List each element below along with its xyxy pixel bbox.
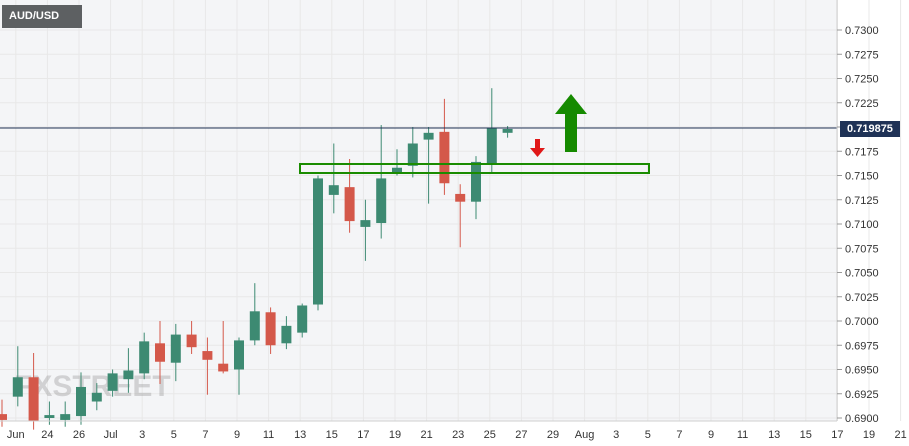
candle-bullish: [407, 127, 418, 178]
x-tick-label: 24: [41, 429, 53, 441]
x-tick-label: 3: [139, 429, 145, 441]
support-zone: [299, 163, 650, 174]
candle-bearish: [344, 159, 355, 233]
candle-bullish: [486, 88, 497, 174]
candle-bullish: [392, 149, 402, 176]
x-tick-label: 9: [708, 429, 714, 441]
candle-bullish: [234, 337, 244, 395]
candles: [0, 88, 513, 430]
y-tick-label: 0.7275: [845, 49, 879, 61]
candle-bullish: [471, 156, 481, 220]
y-axis: 0.6900 0.6925 0.6950 0.6975 0.7000 0.7025 0.70…: [837, 25, 879, 425]
candle-bearish: [155, 321, 165, 385]
x-tick-label: Aug: [575, 429, 595, 441]
x-tick-label: Jun: [7, 429, 25, 441]
y-tick-label: 0.7100: [845, 219, 879, 231]
y-tick-label: 0.6950: [845, 365, 879, 377]
x-tick-label: 7: [676, 429, 682, 441]
candle-bearish: [0, 399, 7, 427]
candle-bullish: [139, 332, 150, 380]
y-tick-label: 0.7175: [845, 146, 879, 158]
y-tick-label: 0.7225: [845, 98, 879, 110]
candle-bearish: [265, 307, 276, 354]
y-tick-label: 0.6925: [845, 389, 879, 401]
candle-bearish: [455, 184, 466, 248]
x-tick-label: 5: [171, 429, 177, 441]
y-tick-label: 0.7025: [845, 292, 879, 304]
arrow-down-icon: [530, 139, 545, 157]
x-tick-label: 19: [863, 429, 875, 441]
candle-bullish: [423, 127, 434, 204]
x-tick-label: 21: [894, 429, 906, 441]
current-price-label: 0.719875: [840, 121, 900, 137]
x-tick-label: 15: [800, 429, 812, 441]
x-tick-label: 19: [389, 429, 401, 441]
x-tick-label: Jul: [104, 429, 118, 441]
y-tick-label: 0.6975: [845, 340, 879, 352]
candle-bullish: [328, 143, 339, 214]
candle-bearish: [202, 337, 213, 395]
x-tick-label: 11: [263, 429, 274, 441]
symbol-label: AUD/USD: [2, 5, 82, 28]
candle-bearish: [28, 353, 39, 430]
arrow-up-icon: [555, 94, 587, 152]
x-tick-label: 13: [768, 429, 780, 441]
x-tick-label: 7: [202, 429, 208, 441]
candle-bullish: [297, 303, 308, 338]
x-tick-label: 26: [73, 429, 85, 441]
candle-bullish: [91, 383, 102, 411]
candle-bullish: [12, 346, 23, 407]
x-tick-label: 27: [515, 429, 527, 441]
candle-bullish: [60, 401, 71, 427]
candle-bullish: [313, 175, 323, 311]
candle-bullish: [376, 125, 387, 239]
candle-bullish: [170, 323, 181, 382]
x-tick-label: 29: [547, 429, 559, 441]
x-tick-label: 17: [831, 429, 843, 441]
x-tick-label: 11: [737, 429, 748, 441]
x-tick-label: 23: [452, 429, 464, 441]
x-tick-label: 21: [420, 429, 432, 441]
y-tick-label: 0.7300: [845, 25, 879, 37]
x-tick-label: 15: [326, 429, 338, 441]
y-tick-label: 0.7075: [845, 243, 879, 255]
candle-bullish: [281, 316, 292, 350]
x-tick-label: 13: [294, 429, 306, 441]
candle-bullish: [107, 369, 118, 397]
candle-bullish: [360, 199, 371, 261]
y-tick-label: 0.7250: [845, 74, 879, 86]
y-tick-label: 0.6900: [845, 413, 879, 425]
x-tick-label: 25: [484, 429, 496, 441]
y-tick-label: 0.7050: [845, 268, 879, 280]
candle-bullish: [249, 283, 260, 346]
x-tick-label: 9: [234, 429, 240, 441]
candle-bearish: [186, 321, 197, 354]
candle-bearish: [439, 98, 450, 195]
x-tick-label: 3: [613, 429, 619, 441]
y-tick-label: 0.7150: [845, 171, 879, 183]
y-tick-label: 0.7125: [845, 195, 879, 207]
candle-bearish: [218, 321, 229, 374]
y-tick-label: 0.7000: [845, 316, 879, 328]
x-tick-label: 5: [645, 429, 651, 441]
x-tick-label: 17: [357, 429, 369, 441]
candle-bullish: [123, 348, 134, 393]
x-axis: Jun 24 26 Jul 3 5 7 9 11 13 15 17 19 21 23 25 27 29 Aug 3 5 7…: [7, 429, 907, 441]
candle-bullish: [76, 372, 86, 425]
